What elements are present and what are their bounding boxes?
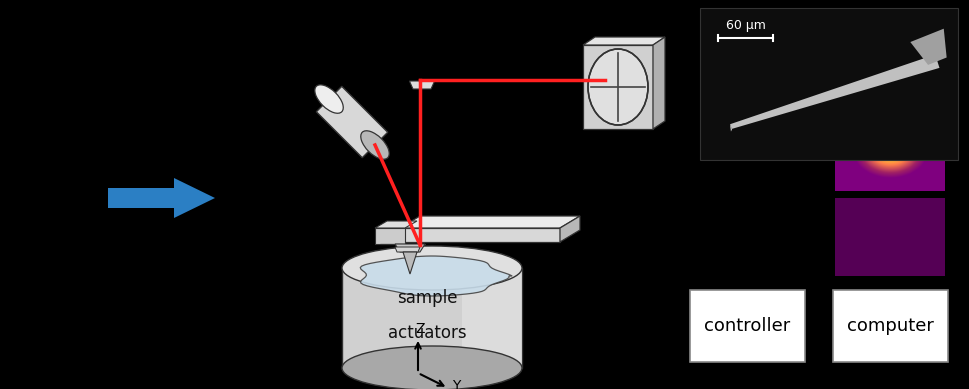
Polygon shape [375, 221, 417, 228]
Polygon shape [652, 37, 665, 129]
Ellipse shape [342, 246, 521, 290]
Text: computer: computer [846, 317, 933, 335]
Polygon shape [342, 268, 521, 368]
FancyBboxPatch shape [700, 8, 957, 160]
Ellipse shape [360, 131, 389, 159]
Polygon shape [730, 54, 939, 129]
Polygon shape [402, 252, 417, 274]
Text: controller: controller [703, 317, 790, 335]
Ellipse shape [587, 49, 647, 125]
FancyBboxPatch shape [834, 198, 944, 276]
Polygon shape [394, 247, 420, 252]
Polygon shape [399, 216, 579, 228]
Text: Z: Z [415, 322, 424, 336]
Polygon shape [559, 216, 579, 242]
Polygon shape [108, 178, 215, 218]
Polygon shape [582, 37, 665, 45]
Polygon shape [359, 256, 512, 296]
Polygon shape [375, 228, 405, 244]
Text: sample: sample [396, 289, 456, 307]
Polygon shape [394, 244, 424, 252]
Polygon shape [909, 29, 946, 65]
Polygon shape [316, 86, 388, 158]
Text: 60 μm: 60 μm [725, 19, 765, 32]
Polygon shape [461, 268, 521, 368]
Ellipse shape [315, 85, 343, 113]
Text: actuators: actuators [388, 324, 466, 342]
Ellipse shape [342, 346, 521, 389]
FancyBboxPatch shape [689, 290, 804, 362]
FancyBboxPatch shape [832, 290, 947, 362]
Polygon shape [399, 228, 559, 242]
Polygon shape [409, 81, 434, 89]
Text: Y: Y [452, 379, 460, 389]
Polygon shape [582, 45, 652, 129]
Polygon shape [730, 124, 732, 131]
